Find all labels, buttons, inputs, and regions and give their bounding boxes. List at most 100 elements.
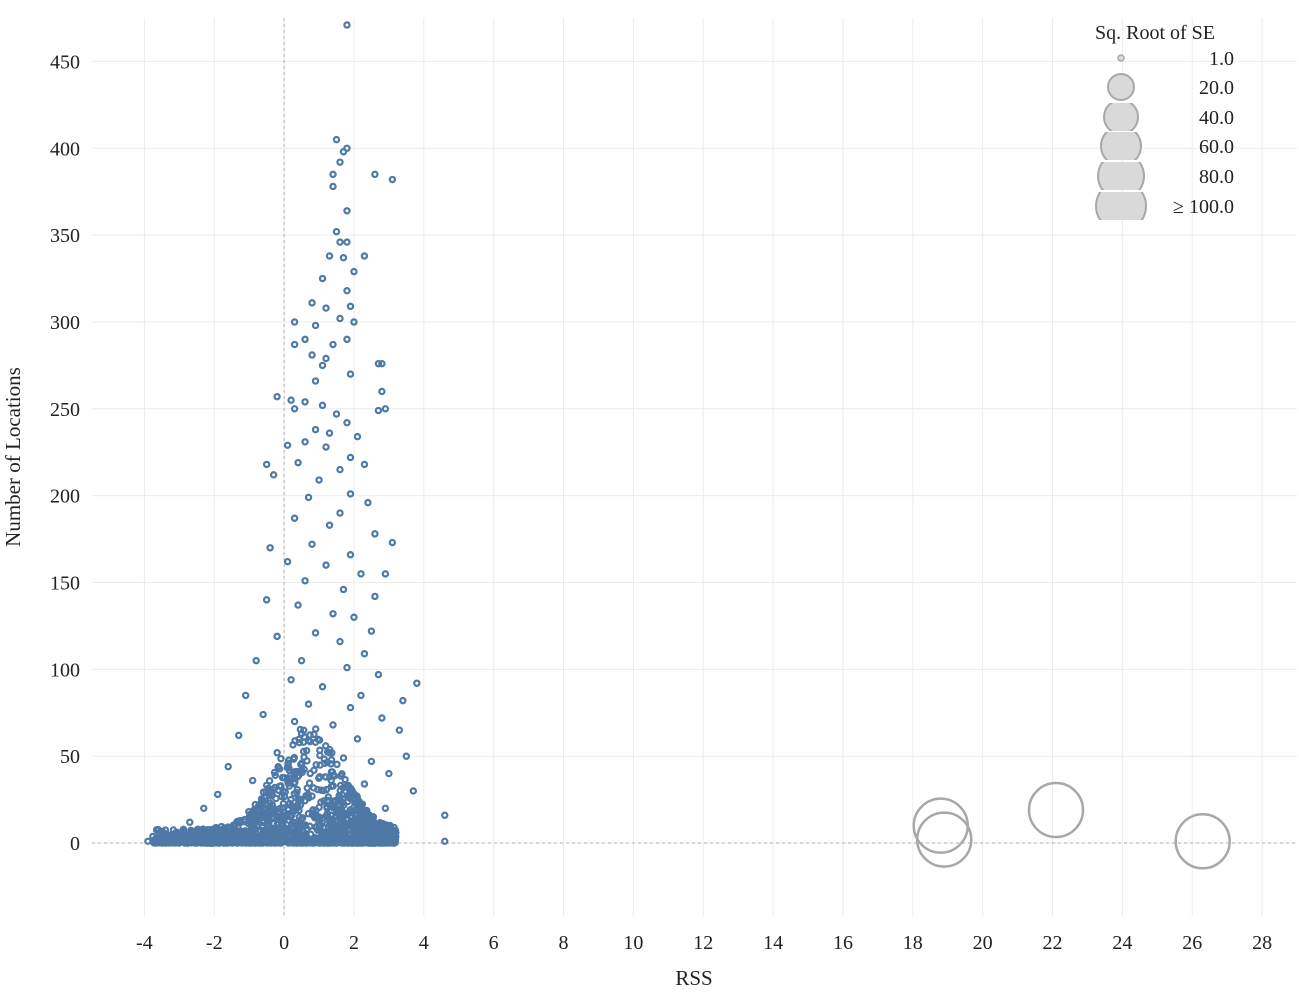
data-point (358, 826, 367, 834)
data-point (297, 656, 306, 665)
data-point (364, 498, 372, 507)
data-point (241, 833, 249, 841)
data-point (360, 650, 369, 658)
data-point (234, 731, 243, 740)
data-point (151, 835, 160, 843)
data-point (376, 818, 384, 827)
data-point (350, 318, 358, 326)
data-point (346, 302, 355, 311)
data-point (233, 817, 241, 826)
data-point (380, 831, 388, 839)
outlier-point (915, 811, 973, 868)
data-point (340, 839, 349, 847)
data-point (311, 425, 320, 434)
data-point (294, 458, 302, 467)
data-point (353, 432, 362, 441)
data-point (332, 811, 341, 820)
data-point (336, 158, 344, 166)
data-point (315, 814, 324, 822)
data-point (329, 610, 337, 618)
legend-marker (1095, 192, 1147, 220)
data-point (402, 752, 411, 760)
data-point (200, 804, 208, 813)
data-point (206, 831, 214, 839)
data-point (144, 837, 152, 846)
legend-marker (1103, 103, 1139, 131)
data-point (339, 148, 348, 156)
data-point (316, 761, 324, 769)
data-point (348, 786, 356, 794)
data-point (273, 392, 281, 401)
data-point (322, 561, 330, 569)
data-point (327, 760, 335, 768)
size-legend: Sq. Root of SE 1.0 20.0 40.0 60.0 80.0 ≥ 100.… (1095, 22, 1234, 220)
data-point (224, 823, 232, 831)
data-point (374, 670, 383, 679)
data-point (301, 398, 309, 406)
data-point (329, 182, 337, 191)
data-point (306, 769, 314, 778)
data-point (284, 839, 293, 847)
y-tick-label: 50 (60, 746, 80, 768)
x-tick-label: 4 (419, 932, 429, 954)
data-point (283, 441, 292, 449)
data-point (305, 779, 314, 787)
data-point (343, 238, 351, 246)
data-point (301, 577, 309, 585)
data-point (290, 717, 299, 726)
data-point (268, 814, 276, 822)
data-point (320, 797, 328, 805)
data-point (288, 811, 296, 819)
data-point (248, 776, 257, 785)
data-point (371, 592, 379, 601)
data-point (333, 760, 341, 769)
data-point (279, 799, 288, 808)
data-point (310, 730, 318, 739)
data-point (297, 815, 306, 823)
data-point (325, 521, 334, 529)
data-point (273, 833, 281, 842)
x-tick-label: 10 (623, 932, 643, 954)
data-point (264, 808, 272, 817)
data-point (279, 821, 287, 829)
data-point (301, 438, 309, 446)
x-tick-label: 0 (279, 932, 289, 954)
data-point (293, 785, 301, 794)
data-point (274, 808, 282, 817)
data-point (303, 757, 311, 765)
data-point (287, 676, 295, 684)
data-point (288, 839, 296, 847)
outlier-points (912, 781, 1231, 870)
data-point (371, 530, 379, 538)
x-tick-label: 28 (1252, 932, 1272, 954)
data-point (315, 736, 324, 744)
data-point (269, 825, 277, 833)
data-point (322, 354, 330, 363)
data-point (337, 772, 345, 780)
data-point (202, 837, 210, 845)
outlier-point (1027, 781, 1085, 839)
data-point (311, 377, 320, 385)
data-point (318, 274, 327, 283)
data-point (326, 773, 334, 781)
data-point (323, 803, 331, 811)
data-point (374, 359, 383, 368)
data-point (214, 790, 222, 799)
data-point (308, 540, 316, 548)
data-point (262, 799, 270, 808)
data-point (294, 601, 302, 609)
data-point (286, 772, 294, 780)
data-point (306, 731, 314, 739)
data-point (318, 683, 327, 691)
data-point (246, 817, 255, 825)
data-point (262, 460, 271, 469)
data-point (346, 703, 355, 712)
data-point (285, 763, 293, 772)
data-point (176, 834, 184, 842)
data-point (311, 629, 320, 637)
data-point (374, 833, 382, 841)
data-point (329, 340, 337, 349)
x-tick-label: -2 (206, 932, 223, 954)
data-point (301, 335, 309, 344)
data-point (278, 792, 286, 801)
